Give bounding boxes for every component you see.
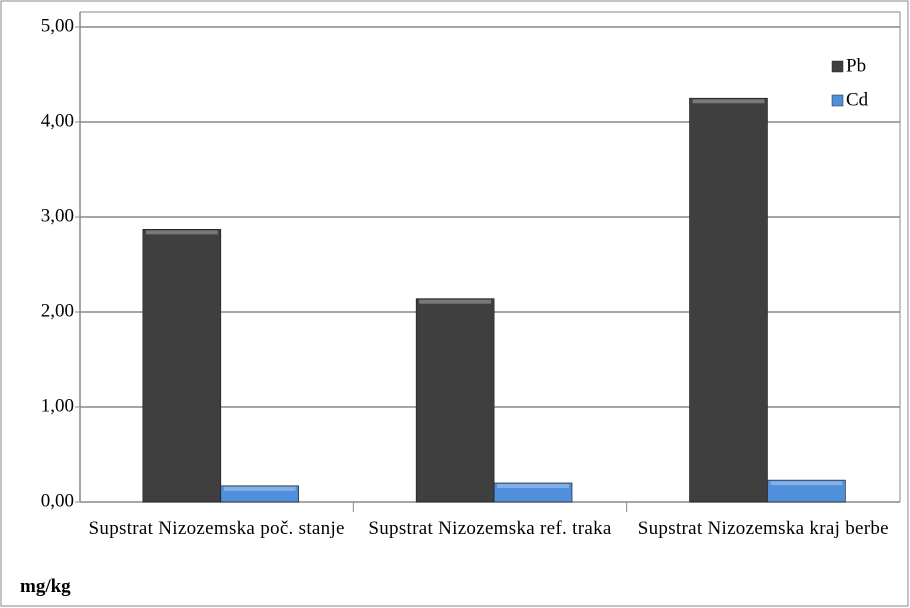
bar [142,229,222,503]
bar [493,482,573,503]
y-tick-label: 5,00 [41,15,74,36]
legend-swatch [831,60,844,73]
y-tick-label: 3,00 [41,205,74,226]
y-tick-label: 1,00 [41,395,74,416]
bar [767,479,846,503]
y-tick-label: 2,00 [41,300,74,321]
x-tick-label: Supstrat Nizozemska kraj berbe [637,518,889,539]
legend-label: Cd [846,89,869,110]
bar-top [419,299,492,304]
bar [220,485,300,503]
bar [689,97,768,503]
bar-top [497,484,569,488]
legend-label: Pb [846,55,866,76]
bar-top [770,481,843,486]
bar-top [692,99,765,104]
y-tick-label: 4,00 [41,110,74,131]
y-tick-label: 0,00 [41,490,74,511]
x-tick-label: Supstrat Nizozemska ref. traka [368,518,612,539]
bar [415,298,495,503]
legend-swatch [831,94,844,107]
bar-top [223,486,296,491]
y-axis-label: mg/kg [20,576,71,597]
bar-top [145,230,218,235]
x-tick-label: Supstrat Nizozemska poč. stanje [88,518,345,539]
